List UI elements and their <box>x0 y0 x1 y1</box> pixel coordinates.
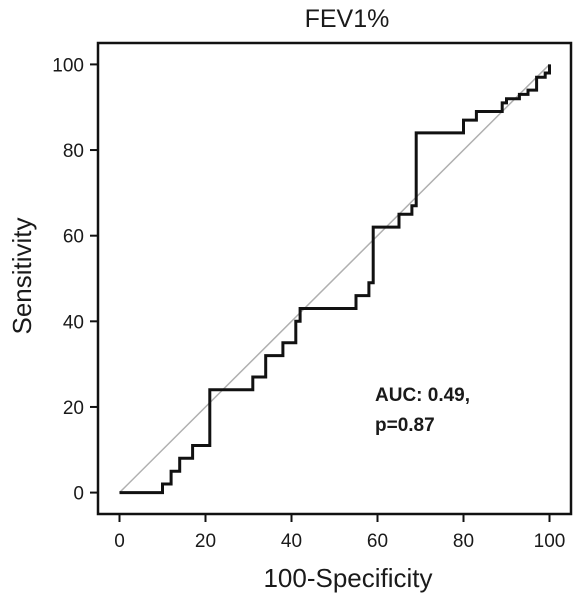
p-value-annotation: p=0.87 <box>375 415 435 436</box>
plot-frame <box>96 41 573 516</box>
y-axis-label: Sensitivity <box>7 217 37 334</box>
chart-title: FEV1% <box>305 5 390 33</box>
y-axis: 0 20 40 60 80 100 <box>52 55 98 505</box>
x-tick-label: 20 <box>195 531 216 552</box>
y-tick-label: 80 <box>63 141 84 162</box>
x-tick-label: 0 <box>114 531 125 552</box>
x-axis: 0 20 40 60 80 100 <box>114 514 565 552</box>
y-tick-label: 100 <box>52 55 84 76</box>
x-tick-label: 60 <box>367 531 388 552</box>
x-tick-label: 100 <box>534 531 566 552</box>
plot-area <box>96 41 573 516</box>
y-tick-label: 20 <box>63 398 84 419</box>
y-tick-label: 40 <box>63 312 84 333</box>
auc-annotation: AUC: 0.49, <box>375 385 470 406</box>
x-tick-label: 40 <box>281 531 302 552</box>
x-axis-label: 100-Specificity <box>263 563 432 593</box>
reference-diagonal-line <box>118 63 551 494</box>
y-tick-label: 60 <box>63 227 84 248</box>
x-tick-label: 80 <box>453 531 474 552</box>
roc-curve-line <box>119 64 551 495</box>
y-tick-label: 0 <box>73 484 84 505</box>
